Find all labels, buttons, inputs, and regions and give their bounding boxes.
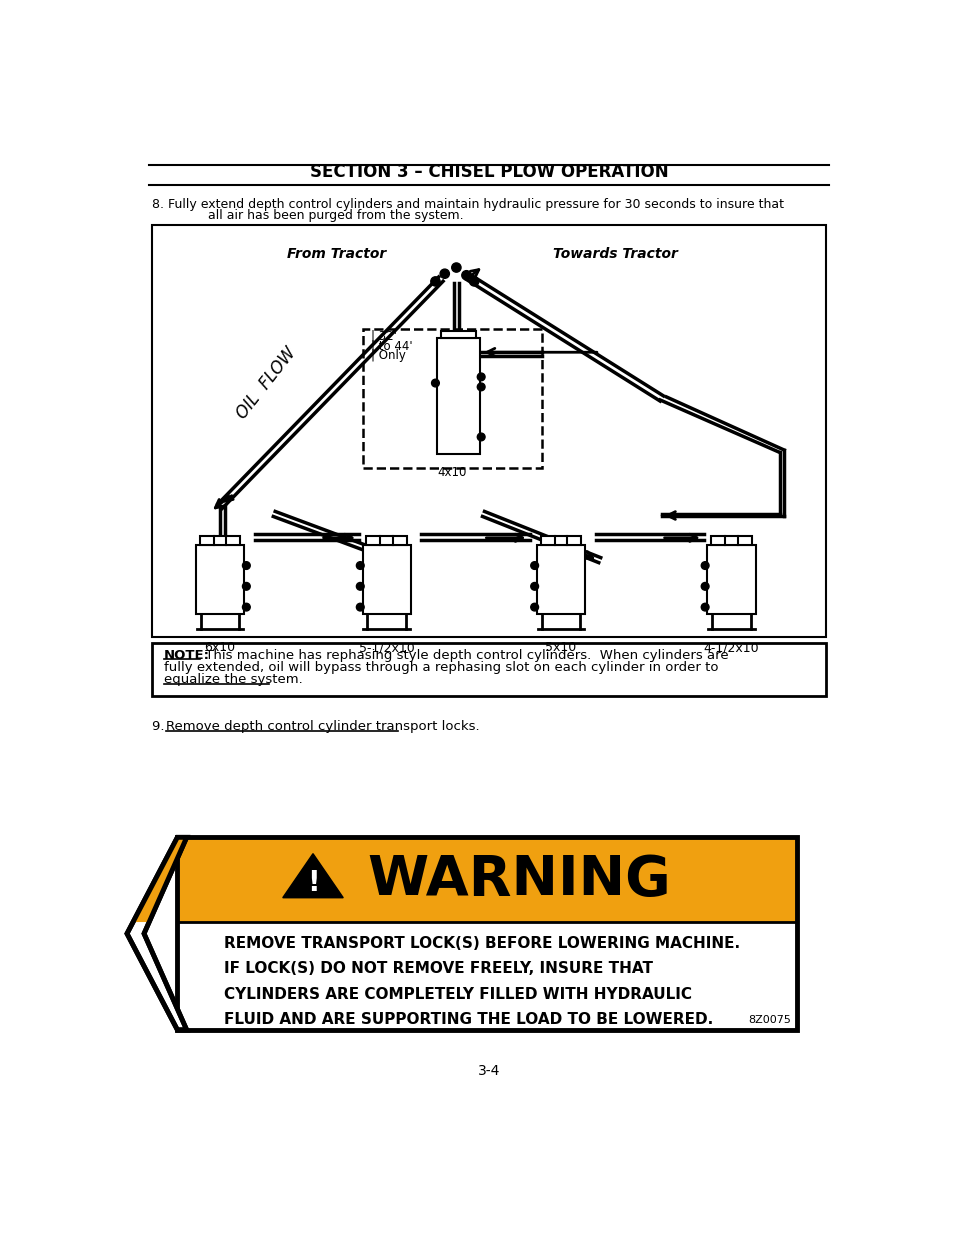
Text: !: ! [306,868,319,897]
Text: 3-4: 3-4 [477,1063,499,1078]
Bar [436,338,479,454]
Circle shape [431,379,439,387]
Circle shape [476,383,484,390]
Circle shape [476,373,484,380]
Bar [152,642,825,697]
Text: Remove depth control cylinder transport locks.: Remove depth control cylinder transport … [166,720,478,734]
Circle shape [476,433,484,441]
Circle shape [242,583,250,590]
Circle shape [530,562,537,569]
Polygon shape [132,837,187,923]
Bar [366,536,406,545]
Bar [177,837,797,1030]
Text: equalize the system.: equalize the system. [164,673,303,687]
Text: 8. Fully extend depth control cylinders and maintain hydraulic pressure for 30 s: 8. Fully extend depth control cylinders … [152,199,783,211]
Bar [195,545,244,614]
Bar [362,545,410,614]
Circle shape [700,583,708,590]
Text: 8Z0075: 8Z0075 [747,1015,790,1025]
Polygon shape [127,837,187,1030]
Text: 5-1/2x10: 5-1/2x10 [358,641,414,655]
Text: From Tractor: From Tractor [286,247,385,261]
Text: 5x10: 5x10 [545,641,576,655]
Bar [440,331,476,338]
Text: CYLINDERS ARE COMPLETELY FILLED WITH HYDRAULIC: CYLINDERS ARE COMPLETELY FILLED WITH HYD… [224,987,691,1002]
Circle shape [439,269,449,278]
Polygon shape [282,853,343,898]
Bar [199,536,240,545]
Circle shape [242,562,250,569]
Text: FLUID AND ARE SUPPORTING THE LOAD TO BE LOWERED.: FLUID AND ARE SUPPORTING THE LOAD TO BE … [224,1013,713,1028]
Text: fully extended, oil will bypass through a rephasing slot on each cylinder in ord: fully extended, oil will bypass through … [164,661,718,674]
Text: OIL  FLOW: OIL FLOW [233,343,299,422]
Circle shape [452,263,460,272]
Text: Towards Tractor: Towards Tractor [552,247,677,261]
Text: | 32': | 32' [371,330,396,342]
Text: 4x10: 4x10 [437,466,467,479]
Text: 4-1/2x10: 4-1/2x10 [703,641,759,655]
Bar [711,536,751,545]
Text: This machine has rephasing style depth control cylinders.  When cylinders are: This machine has rephasing style depth c… [201,648,728,662]
Circle shape [431,277,439,287]
Circle shape [700,562,708,569]
Text: SECTION 3 – CHISEL PLOW OPERATION: SECTION 3 – CHISEL PLOW OPERATION [310,163,667,180]
Bar [177,837,797,923]
Text: 9.: 9. [152,720,169,734]
Bar [177,837,797,1030]
Bar [540,536,580,545]
Bar [152,225,825,637]
Circle shape [530,603,537,611]
Circle shape [356,583,364,590]
Bar [537,545,584,614]
Text: REMOVE TRANSPORT LOCK(S) BEFORE LOWERING MACHINE.: REMOVE TRANSPORT LOCK(S) BEFORE LOWERING… [224,936,740,951]
Circle shape [469,277,478,287]
Text: WARNING: WARNING [367,852,670,906]
Bar [707,545,755,614]
Text: IF LOCK(S) DO NOT REMOVE FREELY, INSURE THAT: IF LOCK(S) DO NOT REMOVE FREELY, INSURE … [224,961,652,977]
Circle shape [461,270,471,280]
Text: 6x10: 6x10 [204,641,235,655]
Text: NOTE:: NOTE: [164,648,210,662]
Text: | Only: | Only [371,350,406,362]
Circle shape [530,583,537,590]
Bar [363,330,541,468]
Circle shape [242,603,250,611]
Text: | to 44': | to 44' [371,340,413,352]
Circle shape [356,603,364,611]
Text: all air has been purged from the system.: all air has been purged from the system. [208,209,463,222]
Circle shape [700,603,708,611]
Circle shape [356,562,364,569]
